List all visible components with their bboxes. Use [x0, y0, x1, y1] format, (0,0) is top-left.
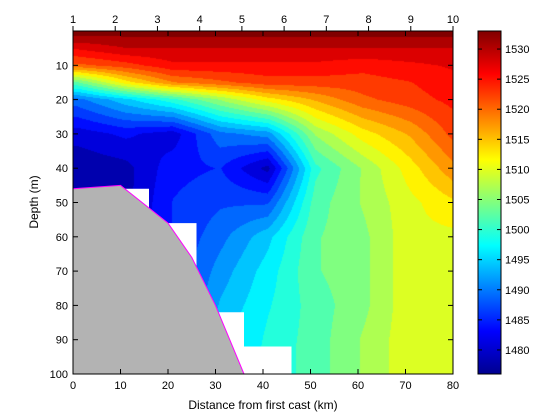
colorbar-tick-label: 1495 — [505, 255, 529, 267]
x-axis-ticks: 0 10 20 30 40 50 60 70 80 — [70, 31, 459, 392]
colorbar-tick-label: 1520 — [505, 104, 529, 116]
colorbar-tick-label: 1485 — [505, 315, 529, 327]
colorbar-tick-label: 1530 — [505, 44, 529, 56]
colorbar-tick-label: 1515 — [505, 134, 529, 146]
x-tick-label: 70 — [399, 380, 411, 392]
top-tick-label: 7 — [323, 14, 329, 26]
x-tick-label: 40 — [257, 380, 269, 392]
top-tick-label: 1 — [70, 14, 76, 26]
contour-plot-area — [73, 31, 453, 374]
y-tick-label: 10 — [56, 60, 68, 72]
top-tick-label: 3 — [154, 14, 160, 26]
x-tick-label: 50 — [304, 380, 316, 392]
top-tick-label: 2 — [112, 14, 118, 26]
seabed-layer — [73, 184, 245, 374]
colorbar-tick-label: 1500 — [505, 225, 529, 237]
seabed-area — [73, 185, 244, 374]
y-tick-label: 30 — [56, 129, 68, 141]
colorbar-tick-label: 1505 — [505, 194, 529, 206]
colorbar-tick-label: 1490 — [505, 285, 529, 297]
y-tick-label: 90 — [56, 335, 68, 347]
colorbar-ticks: 1480 1485 1490 1495 1500 1505 1510 1515 1520 1525… — [478, 44, 529, 357]
top-tick-label: 5 — [239, 14, 245, 26]
y-axis-label: Depth (m) — [27, 175, 41, 228]
x-tick-label: 30 — [209, 380, 221, 392]
x-tick-label: 10 — [114, 380, 126, 392]
y-tick-label: 20 — [56, 95, 68, 107]
x-tick-label: 0 — [70, 380, 76, 392]
top-tick-label: 10 — [447, 14, 459, 26]
x-tick-label: 80 — [447, 380, 459, 392]
colorbar-gradient — [478, 31, 501, 374]
y-tick-label: 60 — [56, 232, 68, 244]
y-axis-ticks: 10 20 30 40 50 60 70 80 90 100 — [50, 60, 453, 381]
x-tick-label: 20 — [162, 380, 174, 392]
x-tick-label: 60 — [352, 380, 364, 392]
top-axis-ticks: 1 2 3 4 5 6 7 8 9 10 — [70, 14, 459, 31]
y-tick-label: 40 — [56, 163, 68, 175]
colorbar: 1480 1485 1490 1495 1500 1505 1510 1515 1520 1525… — [477, 30, 529, 375]
top-tick-label: 4 — [197, 14, 203, 26]
top-tick-label: 9 — [408, 14, 414, 26]
colorbar-frame — [477, 30, 502, 375]
x-axis-label: Distance from first cast (km) — [188, 398, 337, 412]
colorbar-tick-label: 1510 — [505, 164, 529, 176]
colorbar-tick-label: 1480 — [505, 345, 529, 357]
y-tick-label: 80 — [56, 300, 68, 312]
top-tick-label: 6 — [281, 14, 287, 26]
colorbar-tick-label: 1525 — [505, 74, 529, 86]
y-tick-label: 70 — [56, 266, 68, 278]
seabed-outline — [73, 184, 245, 374]
y-tick-label: 100 — [50, 369, 68, 381]
y-tick-label: 50 — [56, 198, 68, 210]
top-tick-label: 8 — [365, 14, 371, 26]
